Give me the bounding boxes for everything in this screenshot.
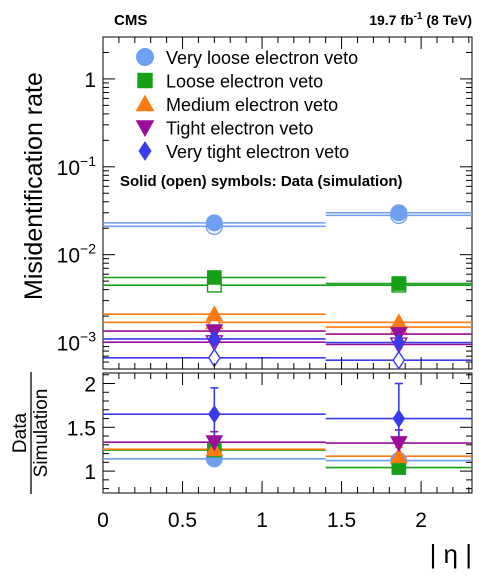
experiment-label: CMS xyxy=(114,12,147,29)
x-tick-label: 0.5 xyxy=(168,509,197,532)
simulation-point xyxy=(392,350,406,370)
bottom-panel-frame xyxy=(102,372,473,494)
data-point xyxy=(391,276,407,291)
data-point xyxy=(205,214,223,232)
top-y-tick-label-exponent: −1 xyxy=(80,153,96,169)
ratio-point xyxy=(208,404,221,424)
legend: Very loose electron veto Loose electron v… xyxy=(135,48,358,162)
legend-label: Tight electron veto xyxy=(166,119,313,139)
ratio-point xyxy=(389,436,408,453)
top-y-tick-label-exponent: −3 xyxy=(80,329,96,345)
ratio-series-triangle-up xyxy=(103,441,472,466)
luminosity-label: 19.7 fb-1 (8 TeV) xyxy=(369,11,472,28)
top-panel-frame xyxy=(102,36,473,370)
ratio-point xyxy=(205,435,224,452)
ratio-label-numerator: Data xyxy=(10,413,31,454)
series-circle xyxy=(103,204,472,236)
top-y-tick-label: 10−1 xyxy=(57,153,97,180)
ratio-label-denominator: Simulation xyxy=(31,389,52,478)
x-axis-label: | η | xyxy=(430,539,472,569)
x-tick-label: 2 xyxy=(415,509,427,532)
top-y-tick-label-base: 10 xyxy=(57,157,80,180)
x-tick-label: 1 xyxy=(256,509,268,532)
x-tick-label: 0 xyxy=(97,509,109,532)
ratio-point xyxy=(389,447,408,464)
x-tick-label: 1.5 xyxy=(327,509,356,532)
luminosity-exponent: -1 xyxy=(414,11,423,22)
series-square xyxy=(103,270,472,293)
series-diamond xyxy=(103,329,472,370)
bottom-axis-ticks: 0 0.5 1 1.5 2 1 1.5 2 xyxy=(67,37,472,532)
top-y-tick-label: 10−2 xyxy=(57,241,97,268)
legend-label: Very tight electron veto xyxy=(166,142,349,162)
ratio-series-circle xyxy=(103,456,472,464)
data-point xyxy=(208,329,221,349)
data-point xyxy=(205,305,224,322)
top-y-axis-label: Misidentification rate xyxy=(20,72,48,300)
top-y-tick-label: 10−3 xyxy=(57,329,97,356)
ratio-y-tick-label: 1.5 xyxy=(67,417,96,440)
legend-marker xyxy=(136,48,154,66)
legend-marker xyxy=(135,120,155,138)
legend-label: Medium electron veto xyxy=(166,95,338,115)
series-triangle-up xyxy=(103,305,472,335)
data-point xyxy=(390,204,408,222)
data-point xyxy=(392,333,406,352)
ratio-y-tick-label: 1 xyxy=(84,461,96,484)
luminosity-value: 19.7 fb xyxy=(369,12,413,28)
note-label: Solid (open) symbols: Data (simulation) xyxy=(120,173,403,190)
top-y-tick-label-base: 1 xyxy=(84,69,96,92)
ratio-point xyxy=(392,409,406,428)
top-y-tick-label-base: 10 xyxy=(57,333,80,356)
top-y-tick-label-exponent: −2 xyxy=(80,241,96,257)
legend-marker xyxy=(138,141,152,161)
legend-label: Very loose electron veto xyxy=(166,48,358,68)
ratio-y-tick-label: 2 xyxy=(84,374,96,397)
top-data-series xyxy=(103,204,472,370)
legend-label: Loose electron veto xyxy=(166,72,323,92)
legend-marker xyxy=(135,94,155,112)
data-point xyxy=(207,270,222,285)
legend-marker xyxy=(137,72,153,89)
top-y-tick-label-base: 10 xyxy=(57,245,80,268)
top-y-tick-label: 1 xyxy=(84,69,96,92)
ratio-series-triangle-down xyxy=(103,429,472,458)
luminosity-energy: (8 TeV) xyxy=(422,12,472,28)
bottom-data-series xyxy=(103,382,472,475)
